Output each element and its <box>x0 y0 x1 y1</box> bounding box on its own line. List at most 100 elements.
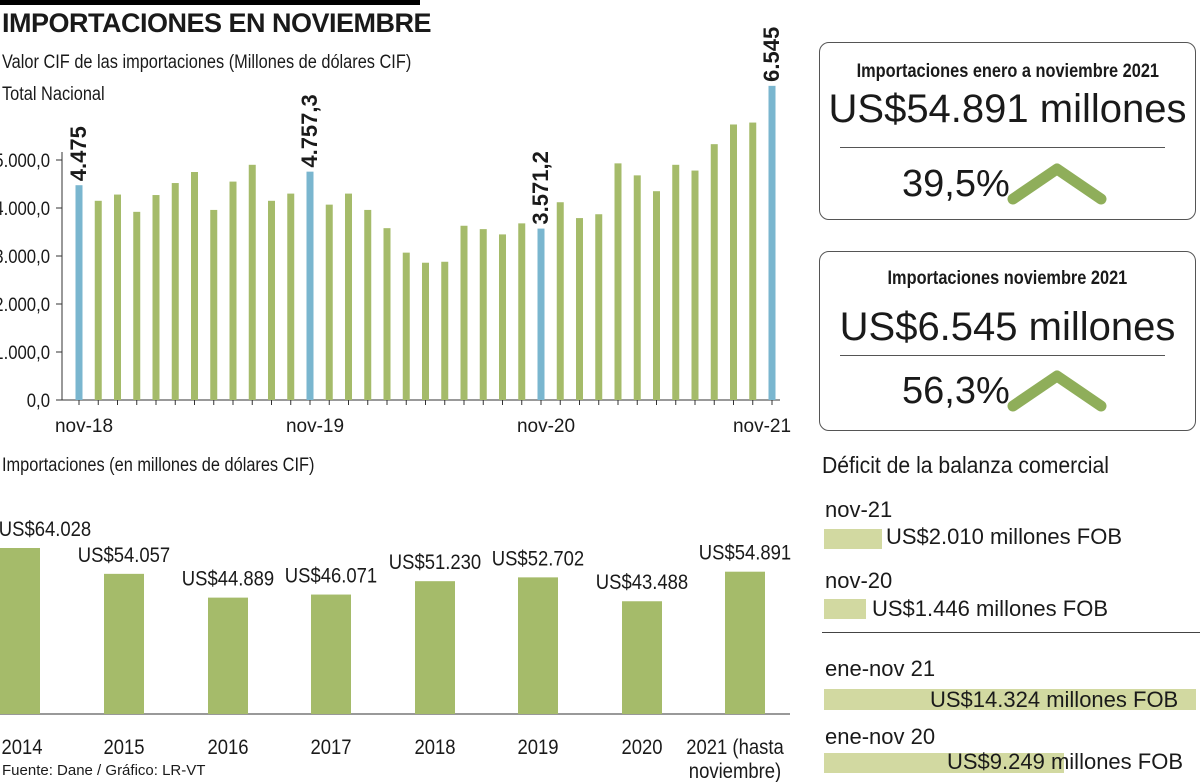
monthly-bar <box>210 209 218 400</box>
annual-bar <box>415 581 455 714</box>
x-tick-label: nov-19 <box>286 416 344 437</box>
monthly-bar <box>248 164 256 400</box>
deficit-label: ene-nov 20 <box>825 724 936 749</box>
monthly-bar <box>518 223 526 400</box>
monthly-bar <box>441 261 449 400</box>
monthly-bar <box>287 193 295 400</box>
monthly-bar <box>94 200 102 400</box>
x-tick-label: nov-21 <box>733 416 791 437</box>
annual-value-label: US$43.488 <box>596 571 688 594</box>
annual-bar <box>0 548 40 714</box>
annual-imports-chart: US$64.028 US$54.057 US$44.889 US$46.071 US$5… <box>0 518 791 782</box>
y-tick-label: 4.000,0 <box>0 198 50 219</box>
bar-value-label: 4.475 <box>66 126 91 181</box>
annual-category-label: 2014 <box>1 736 42 759</box>
annual-value-label: US$64.028 <box>0 518 91 541</box>
card-ytd-percent: 39,5% <box>902 163 1010 205</box>
monthly-bar <box>133 211 141 400</box>
annual-category-label: 2018 <box>414 736 455 759</box>
annual-category-label: 2015 <box>103 736 144 759</box>
monthly-bar <box>268 200 275 400</box>
deficit-bar <box>824 599 866 619</box>
monthly-bar <box>114 194 121 400</box>
annual-category-label: noviembre) <box>689 760 781 782</box>
monthly-bar <box>672 164 680 400</box>
card-nov-title: Importaciones noviembre 2021 <box>887 268 1128 289</box>
monthly-bar <box>191 172 198 400</box>
card-nov-percent: 56,3% <box>902 370 1010 412</box>
monthly-bar <box>556 202 564 400</box>
deficit-bar <box>824 529 882 549</box>
monthly-bar <box>383 228 391 400</box>
annual-bar <box>311 594 351 714</box>
y-tick-label: 2.000,0 <box>0 294 50 315</box>
card-nov-amount: US$6.545 millones <box>839 305 1176 349</box>
card-nov-imports: Importaciones noviembre 2021 US$6.545 mi… <box>819 251 1196 431</box>
monthly-bar <box>653 191 660 400</box>
annual-value-label: US$52.702 <box>492 547 584 570</box>
y-tick-label: 5.000,0 <box>0 150 50 171</box>
trend-up-icon <box>1007 163 1107 205</box>
monthly-bar <box>460 225 468 400</box>
bar-value-label: 4.757,3 <box>297 94 322 167</box>
deficit-value: US$1.446 millones FOB <box>872 596 1108 621</box>
deficit-label: nov-20 <box>825 568 893 593</box>
highlight-bar <box>768 85 776 400</box>
card-ytd-amount: US$54.891 millones <box>828 87 1187 131</box>
annual-value-label: US$51.230 <box>389 551 481 574</box>
deficit-bar <box>824 689 1196 710</box>
monthly-bar <box>325 204 333 400</box>
monthly-bar <box>364 209 372 400</box>
annual-bar <box>518 577 558 714</box>
monthly-bar <box>171 183 179 400</box>
title-rule <box>0 0 420 5</box>
x-tick-label: nov-18 <box>55 416 113 437</box>
monthly-bar <box>479 229 487 400</box>
deficit-bar <box>824 753 1065 773</box>
monthly-bar <box>229 181 237 400</box>
monthly-bar <box>691 170 699 400</box>
source-note: Fuente: Dane / Gráfico: LR-VT <box>2 762 206 779</box>
chart-subtitle-scope: Total Nacional <box>2 84 105 105</box>
monthly-bar <box>152 195 160 400</box>
annual-bar <box>725 571 765 714</box>
monthly-bar <box>576 218 583 400</box>
deficit-title: Déficit de la balanza comercial <box>822 452 1109 478</box>
card-ytd-divider <box>840 147 1165 148</box>
chart-subtitle: Valor CIF de las importaciones (Millones… <box>2 52 412 73</box>
trend-up-icon <box>1007 370 1107 412</box>
monthly-bar <box>499 234 506 400</box>
monthly-bar <box>422 262 429 400</box>
annual-bar <box>208 597 248 714</box>
monthly-bar <box>710 144 718 400</box>
page-title: IMPORTACIONES EN NOVIEMBRE <box>2 8 432 38</box>
annual-value-label: US$54.891 <box>699 542 791 565</box>
y-tick-label: 1.000,0 <box>0 342 50 363</box>
card-nov-divider <box>840 355 1165 356</box>
monthly-bar <box>345 193 352 400</box>
bar-value-label: 3.571,2 <box>528 151 553 224</box>
deficit-value: US$14.324 millones FOB <box>930 687 1179 712</box>
monthly-bar <box>614 163 622 400</box>
bar-value-label: 6.545 <box>759 27 784 82</box>
annual-value-label: US$44.889 <box>182 568 274 591</box>
annual-chart-title: Importaciones (en millones de dólares CI… <box>2 455 315 476</box>
card-ytd-title: Importaciones enero a noviembre 2021 <box>856 61 1159 82</box>
monthly-bar <box>730 124 737 400</box>
highlight-bar <box>537 228 545 400</box>
monthly-imports-chart: 0,0 1.000,0 2.000,0 3.000,0 4.000,0 5.000,0 4.… <box>0 27 791 437</box>
annual-value-label: US$54.057 <box>78 544 170 567</box>
deficit-value: US$9.249 millones FOB <box>947 749 1183 774</box>
deficit-value: US$2.010 millones FOB <box>886 524 1122 549</box>
annual-category-label: 2019 <box>517 736 558 759</box>
deficit-divider <box>822 632 1200 633</box>
deficit-label: ene-nov 21 <box>825 656 936 681</box>
monthly-bar <box>595 214 603 400</box>
monthly-bar <box>749 122 757 400</box>
deficit-label: nov-21 <box>825 497 893 522</box>
card-ytd-imports: Importaciones enero a noviembre 2021 US$… <box>819 42 1196 220</box>
annual-category-label: 2020 <box>621 736 662 759</box>
highlight-bar <box>306 171 314 400</box>
annual-category-label: 2016 <box>207 736 248 759</box>
annual-bar <box>622 601 662 714</box>
